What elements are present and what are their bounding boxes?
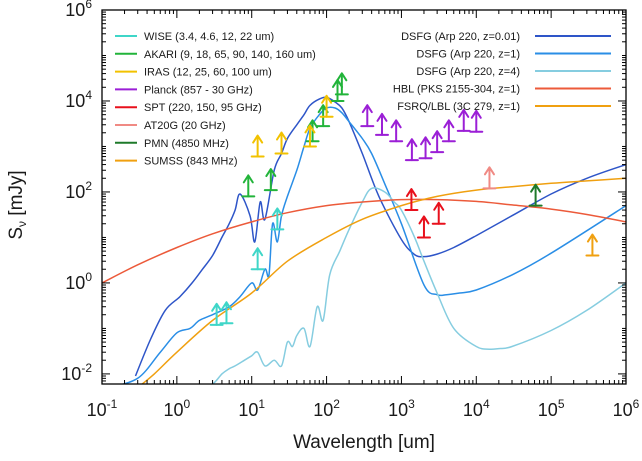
x-tick-label-8-exponent: 6 (633, 397, 640, 411)
x-tick-label-4: 102 (313, 397, 340, 420)
model-curves (102, 96, 626, 384)
plot-area (101, 9, 627, 385)
upper-limit-wise-4 (270, 207, 285, 231)
upper-limit-spt-1 (404, 188, 419, 212)
upper-limit-at20g-1 (482, 166, 497, 190)
x-axis-title: Wavelength [um] (293, 432, 435, 453)
legend-label-2: AKARI (9, 18, 65, 90, 140, 160 um) (144, 49, 316, 61)
legend-label-model-4: HBL (PKS 2155-304, z=1) (393, 84, 520, 96)
y-tick-label-1-base: 10 (61, 364, 81, 384)
x-tick-label-7: 105 (538, 397, 565, 420)
upper-limit-akari-1 (241, 174, 256, 198)
y-tick-label-5-base: 10 (65, 0, 85, 20)
y-tick-label-4-exponent: 4 (85, 88, 92, 102)
y-tick-label-2-base: 10 (65, 273, 85, 293)
y-tick-label-2: 100 (65, 270, 92, 293)
x-tick-label-5-exponent: 3 (408, 397, 415, 411)
x-tick-label-6-base: 10 (463, 400, 483, 420)
y-tick-label-4-base: 10 (65, 91, 85, 111)
upper-limit-sumss-1 (585, 233, 600, 257)
y-tick-label-5: 106 (65, 0, 92, 20)
upper-limit-planck-3 (389, 119, 404, 143)
upper-limit-planck-6 (430, 130, 445, 154)
upper-limit-spt-2 (416, 215, 431, 239)
x-tick-label-5: 103 (388, 397, 415, 420)
x-tick-label-4-base: 10 (313, 400, 333, 420)
upper-limit-planck-2 (374, 112, 389, 136)
y-tick-label-2-exponent: 0 (85, 270, 92, 284)
x-tick-label-7-exponent: 5 (558, 397, 565, 411)
x-tick-label-6-exponent: 4 (483, 397, 490, 411)
x-tick-label-3: 101 (238, 397, 265, 420)
x-tick-label-3-base: 10 (238, 400, 258, 420)
y-axis-title: Sν [mJy] (6, 170, 29, 239)
y-tick-label-5-exponent: 6 (85, 0, 92, 11)
upper-limit-wise-1 (209, 302, 224, 326)
upper-limit-wise-3 (250, 247, 265, 271)
y-tick-label-1-exponent: -2 (81, 361, 92, 375)
upper-limit-wise-2 (219, 301, 234, 325)
upper-limit-iras-4 (319, 94, 334, 118)
legend-label-1: WISE (3.4, 4.6, 12, 22 um) (144, 31, 274, 43)
legend-label-3: IRAS (12, 25, 60, 100 um) (144, 67, 272, 79)
x-tick-label-1-exponent: -1 (107, 397, 118, 411)
upper-limit-pmn-1 (528, 183, 543, 207)
series-line-4 (102, 198, 626, 284)
x-tick-label-7-base: 10 (538, 400, 558, 420)
legend-label-model-3: DSFG (Arp 220, z=4) (416, 66, 520, 78)
x-tick-labels: 10-1 100 101 102 103 104 105 106 (87, 397, 640, 420)
y-axis-symbol: S (6, 227, 27, 240)
upper-limit-spt-3 (431, 201, 446, 225)
legend-label-8: SUMSS (843 MHz) (144, 156, 238, 168)
y-tick-label-4: 104 (65, 88, 92, 111)
x-tick-label-8: 106 (613, 397, 640, 420)
y-tick-label-1: 10-2 (61, 361, 92, 384)
y-axis-unit: [mJy] (6, 170, 27, 221)
x-tick-label-8-base: 10 (613, 400, 633, 420)
upper-limit-akari-2 (263, 168, 278, 192)
upper-limit-planck-4 (404, 138, 419, 162)
legend-label-5: SPT (220, 150, 95 GHz) (144, 102, 262, 114)
series-line-1 (134, 96, 626, 377)
legend-models: DSFG (Arp 220, z=0.01) DSFG (Arp 220, z=1… (393, 31, 611, 113)
x-tick-label-2-exponent: 0 (184, 397, 191, 411)
series-line-3 (210, 187, 626, 384)
legend-label-6: AT20G (20 GHz) (144, 120, 226, 132)
upper-limit-planck-7 (441, 119, 456, 143)
legend-label-7: PMN (4850 MHz) (144, 138, 229, 150)
legend-label-model-1: DSFG (Arp 220, z=0.01) (401, 31, 520, 43)
x-tick-label-1: 10-1 (87, 397, 118, 420)
legend-surveys: WISE (3.4, 4.6, 12, 22 um) AKARI (9, 18, … (115, 31, 316, 168)
series-line-5 (141, 177, 626, 384)
upper-limit-planck-1 (360, 104, 375, 128)
upper-limit-markers (209, 72, 600, 326)
plot-frame (101, 9, 627, 385)
upper-limit-planck-8 (456, 108, 471, 132)
y-tick-label-3: 102 (65, 179, 92, 202)
upper-limit-akari-6 (334, 72, 349, 96)
x-tick-label-3-exponent: 1 (258, 397, 265, 411)
x-tick-label-6: 104 (463, 397, 490, 420)
y-tick-label-3-base: 10 (65, 182, 85, 202)
upper-limit-iras-2 (274, 131, 289, 155)
upper-limit-iras-3 (302, 124, 317, 148)
y-axis-subscript: ν (15, 221, 29, 227)
legend-label-model-5: FSRQ/LBL (3C 279, z=1) (397, 101, 520, 113)
upper-limit-planck-5 (418, 136, 433, 160)
upper-limit-iras-1 (250, 134, 265, 158)
y-tick-label-3-exponent: 2 (85, 179, 92, 193)
x-tick-label-5-base: 10 (388, 400, 408, 420)
upper-limit-planck-9 (469, 109, 484, 133)
x-tick-label-4-exponent: 2 (333, 397, 340, 411)
x-tick-label-2: 100 (163, 397, 190, 420)
legend-label-model-2: DSFG (Arp 220, z=1) (416, 49, 520, 61)
x-tick-label-1-base: 10 (87, 400, 107, 420)
legend-label-4: Planck (857 - 30 GHz) (144, 84, 253, 96)
x-tick-label-2-base: 10 (163, 400, 183, 420)
